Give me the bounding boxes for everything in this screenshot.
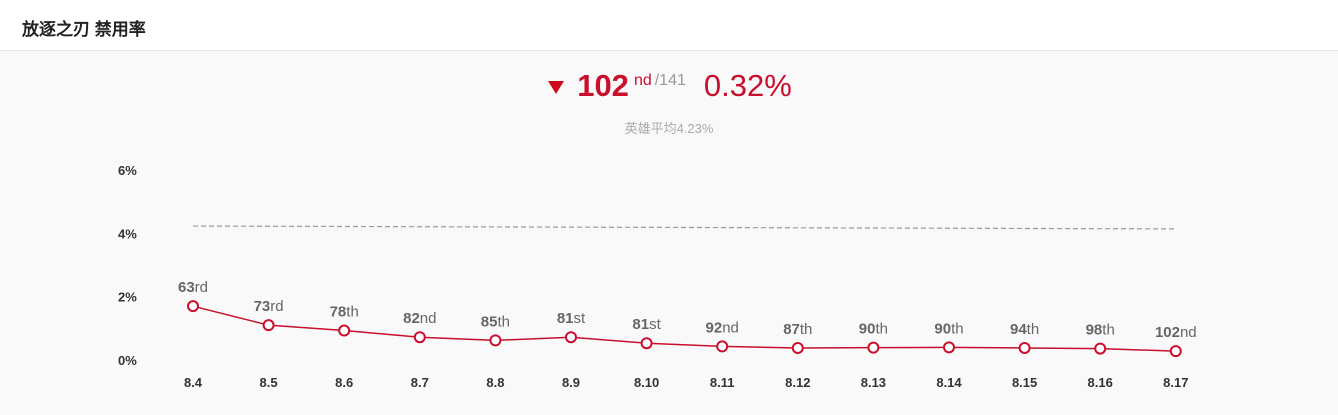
data-point <box>565 331 577 344</box>
rank-label: 78th <box>330 304 359 321</box>
data-point <box>1169 345 1182 358</box>
rank-total: /141 <box>654 72 686 89</box>
rank-number: 102 <box>577 68 629 103</box>
rank-label: 92nd <box>706 319 739 336</box>
champion-average: 英雄平均4.23% <box>624 121 714 136</box>
rank-label: 73rd <box>254 298 284 315</box>
data-point <box>640 337 653 350</box>
rank-label: 98th <box>1086 322 1115 339</box>
x-tick-label: 8.12 <box>785 375 810 390</box>
x-tick-label: 8.14 <box>936 375 962 390</box>
y-tick-label: 2% <box>118 290 137 305</box>
data-point <box>943 341 955 354</box>
rank-label: 102nd <box>1155 324 1197 341</box>
rank-label: 94th <box>1010 321 1039 338</box>
x-tick-label: 8.7 <box>411 375 429 390</box>
data-point <box>1094 342 1107 355</box>
rank-label: 90th <box>934 320 963 337</box>
rank-label: 81st <box>557 310 586 327</box>
data-point <box>338 324 351 337</box>
x-tick-label: 8.15 <box>1012 375 1037 390</box>
y-tick-label: 4% <box>118 226 137 241</box>
average-line <box>192 225 1176 230</box>
x-tick-label: 8.5 <box>260 375 278 390</box>
x-tick-label: 8.13 <box>861 375 886 390</box>
y-tick-label: 0% <box>118 353 137 368</box>
x-tick-label: 8.4 <box>184 375 203 390</box>
down-triangle-icon <box>548 81 565 95</box>
x-tick-label: 8.10 <box>634 375 659 390</box>
data-point <box>262 319 275 332</box>
rank-suffix: nd <box>633 72 652 89</box>
data-point <box>489 334 502 347</box>
series-line <box>192 305 1176 352</box>
rank-label: 90th <box>859 321 888 338</box>
rank-label: 63rd <box>178 279 208 296</box>
rank-label: 85th <box>481 313 510 330</box>
x-tick-label: 8.16 <box>1088 375 1113 390</box>
ban-rate-value: 0.32% <box>703 68 792 103</box>
x-tick-label: 8.11 <box>710 375 735 390</box>
panel-title: 放逐之刃 禁用率 <box>22 20 146 39</box>
x-tick-label: 8.6 <box>335 375 353 390</box>
y-tick-label: 6% <box>118 163 137 178</box>
data-point <box>716 340 729 353</box>
rank-label: 87th <box>783 321 812 338</box>
data-point <box>413 331 426 344</box>
x-tick-label: 8.9 <box>562 375 580 390</box>
rank-label: 81st <box>632 316 661 333</box>
rank-label: 82nd <box>403 310 436 327</box>
data-point <box>1018 341 1031 354</box>
data-point <box>867 341 880 354</box>
data-point <box>187 300 199 313</box>
x-tick-label: 8.8 <box>486 375 504 390</box>
panel-header: 放逐之刃 禁用率 <box>0 0 1338 51</box>
data-point <box>791 341 804 354</box>
x-tick-label: 8.17 <box>1163 375 1188 390</box>
